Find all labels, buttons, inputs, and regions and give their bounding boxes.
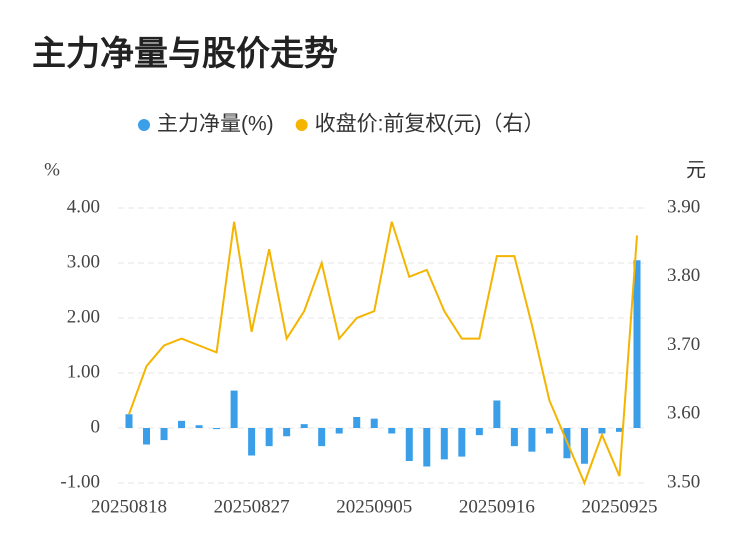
bar xyxy=(230,390,238,428)
bar xyxy=(458,428,466,457)
bar xyxy=(283,428,291,437)
legend-marker xyxy=(295,119,308,131)
y2-tick-label: 3.60 xyxy=(667,403,700,424)
bar xyxy=(178,420,186,428)
bar xyxy=(335,428,343,434)
bar xyxy=(510,428,518,447)
legend-label: 主力净量(%) xyxy=(157,113,274,136)
bar xyxy=(405,428,413,461)
y2-tick-label: 3.90 xyxy=(667,196,700,217)
x-tick-label: 20250827 xyxy=(214,496,290,517)
bar xyxy=(545,428,553,434)
bar xyxy=(125,414,133,428)
line xyxy=(128,221,638,486)
bar xyxy=(160,428,168,441)
bar xyxy=(440,428,448,460)
bar xyxy=(353,417,361,428)
bar xyxy=(598,428,606,434)
bar xyxy=(213,428,221,430)
y2-tick-label: 3.70 xyxy=(667,334,700,355)
bar xyxy=(300,424,308,428)
y-tick-label: 1.00 xyxy=(67,361,100,382)
bar xyxy=(423,428,431,467)
bar xyxy=(388,428,396,434)
bar xyxy=(318,428,326,447)
y-unit: % xyxy=(44,159,60,180)
x-tick-label: 20250905 xyxy=(336,496,412,517)
legend-label: 收盘价:前复权(元)（右） xyxy=(315,113,545,136)
y2-tick-label: 3.50 xyxy=(667,471,700,492)
bar xyxy=(633,260,641,428)
legend-marker xyxy=(138,119,150,131)
bar xyxy=(265,428,273,447)
x-tick-label: 20250925 xyxy=(581,496,657,517)
y2-unit: 元 xyxy=(686,159,706,181)
chart-title: 主力净量与股价走势 xyxy=(32,35,338,73)
bar xyxy=(528,428,536,452)
bar xyxy=(475,428,483,436)
y-tick-label: 3.00 xyxy=(67,251,100,272)
bar xyxy=(615,428,623,432)
bar xyxy=(370,418,378,428)
bar xyxy=(580,428,588,464)
y-tick-label: 2.00 xyxy=(67,306,100,327)
x-tick-label: 20250916 xyxy=(459,496,535,517)
y-tick-label: 4.00 xyxy=(67,196,100,217)
y2-tick-label: 3.80 xyxy=(667,265,700,286)
bar xyxy=(195,425,203,428)
bar xyxy=(143,428,151,445)
x-tick-label: 20250818 xyxy=(91,496,167,517)
y-tick-label: -1.00 xyxy=(60,471,100,492)
bar xyxy=(493,400,501,428)
y-tick-label: 0 xyxy=(91,416,101,437)
bar xyxy=(248,428,256,456)
